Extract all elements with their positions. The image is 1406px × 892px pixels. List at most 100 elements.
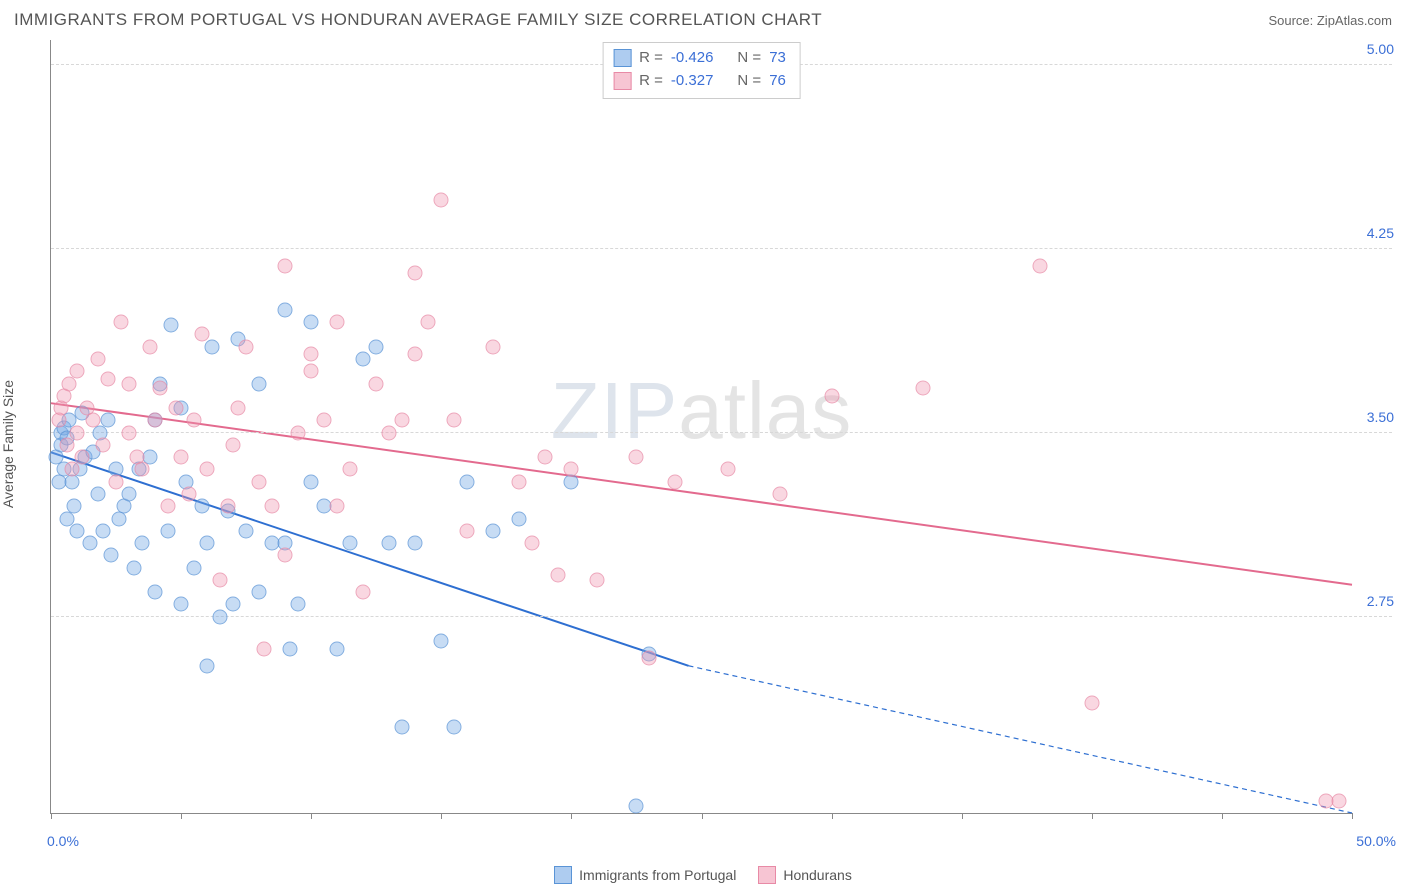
scatter-point-s1 bbox=[369, 339, 384, 354]
scatter-point-s2 bbox=[395, 413, 410, 428]
scatter-point-s1 bbox=[252, 376, 267, 391]
scatter-point-s2 bbox=[96, 437, 111, 452]
scatter-point-s1 bbox=[213, 609, 228, 624]
scatter-point-s1 bbox=[70, 523, 85, 538]
gridline bbox=[51, 616, 1392, 617]
scatter-point-s1 bbox=[304, 315, 319, 330]
x-tick bbox=[832, 813, 833, 819]
x-tick bbox=[1352, 813, 1353, 819]
x-tick bbox=[181, 813, 182, 819]
plot-region: ZIPatlas R = -0.426 N = 73 R = -0.327 N … bbox=[50, 40, 1352, 814]
scatter-point-s2 bbox=[220, 499, 235, 514]
scatter-point-s2 bbox=[257, 641, 272, 656]
source-prefix: Source: bbox=[1268, 13, 1316, 28]
legend-swatch-s2 bbox=[758, 866, 776, 884]
scatter-point-s2 bbox=[70, 364, 85, 379]
legend-label-s2: Hondurans bbox=[783, 867, 852, 883]
scatter-point-s1 bbox=[291, 597, 306, 612]
x-tick bbox=[1222, 813, 1223, 819]
scatter-point-s2 bbox=[629, 450, 644, 465]
scatter-point-s2 bbox=[772, 486, 787, 501]
scatter-point-s2 bbox=[408, 347, 423, 362]
scatter-point-s2 bbox=[512, 474, 527, 489]
scatter-point-s1 bbox=[434, 634, 449, 649]
scatter-point-s1 bbox=[278, 302, 293, 317]
scatter-point-s1 bbox=[122, 486, 137, 501]
swatch-s1 bbox=[613, 49, 631, 67]
trend-lines bbox=[51, 40, 1352, 813]
scatter-point-s1 bbox=[200, 536, 215, 551]
chart-title: IMMIGRANTS FROM PORTUGAL VS HONDURAN AVE… bbox=[14, 10, 822, 30]
scatter-point-s2 bbox=[369, 376, 384, 391]
scatter-point-s2 bbox=[252, 474, 267, 489]
scatter-point-s2 bbox=[590, 572, 605, 587]
scatter-point-s2 bbox=[135, 462, 150, 477]
scatter-point-s1 bbox=[283, 641, 298, 656]
scatter-point-s1 bbox=[486, 523, 501, 538]
scatter-point-s2 bbox=[70, 425, 85, 440]
scatter-point-s1 bbox=[343, 536, 358, 551]
scatter-point-s2 bbox=[447, 413, 462, 428]
n-label: N = bbox=[737, 47, 761, 70]
n-value-s1: 73 bbox=[769, 47, 786, 70]
gridline bbox=[51, 432, 1392, 433]
scatter-point-s1 bbox=[103, 548, 118, 563]
scatter-point-s2 bbox=[356, 585, 371, 600]
scatter-point-s2 bbox=[142, 339, 157, 354]
scatter-point-s2 bbox=[720, 462, 735, 477]
scatter-point-s2 bbox=[122, 376, 137, 391]
scatter-point-s2 bbox=[460, 523, 475, 538]
scatter-point-s1 bbox=[194, 499, 209, 514]
scatter-point-s2 bbox=[382, 425, 397, 440]
scatter-point-s2 bbox=[161, 499, 176, 514]
scatter-point-s2 bbox=[90, 352, 105, 367]
scatter-point-s2 bbox=[109, 474, 124, 489]
scatter-point-s2 bbox=[265, 499, 280, 514]
scatter-point-s2 bbox=[101, 371, 116, 386]
scatter-point-s2 bbox=[525, 536, 540, 551]
scatter-point-s2 bbox=[304, 347, 319, 362]
x-tick bbox=[962, 813, 963, 819]
y-tick-label: 2.75 bbox=[1367, 593, 1394, 609]
scatter-point-s2 bbox=[915, 381, 930, 396]
scatter-point-s2 bbox=[64, 462, 79, 477]
r-label: R = bbox=[639, 47, 663, 70]
scatter-point-s1 bbox=[205, 339, 220, 354]
scatter-point-s2 bbox=[213, 572, 228, 587]
scatter-point-s2 bbox=[278, 548, 293, 563]
y-axis-title: Average Family Size bbox=[0, 380, 16, 508]
scatter-point-s2 bbox=[564, 462, 579, 477]
scatter-point-s1 bbox=[200, 658, 215, 673]
scatter-point-s2 bbox=[486, 339, 501, 354]
scatter-point-s2 bbox=[538, 450, 553, 465]
x-tick bbox=[571, 813, 572, 819]
scatter-point-s2 bbox=[75, 450, 90, 465]
r-value-s2: -0.327 bbox=[671, 70, 714, 93]
scatter-point-s1 bbox=[395, 720, 410, 735]
scatter-point-s2 bbox=[642, 651, 657, 666]
scatter-point-s1 bbox=[127, 560, 142, 575]
scatter-point-s2 bbox=[187, 413, 202, 428]
scatter-point-s2 bbox=[239, 339, 254, 354]
scatter-point-s2 bbox=[59, 437, 74, 452]
scatter-point-s2 bbox=[278, 258, 293, 273]
source-name: ZipAtlas.com bbox=[1317, 13, 1392, 28]
stats-row-s1: R = -0.426 N = 73 bbox=[613, 47, 786, 70]
scatter-point-s2 bbox=[153, 381, 168, 396]
scatter-point-s2 bbox=[421, 315, 436, 330]
scatter-point-s1 bbox=[163, 317, 178, 332]
scatter-point-s2 bbox=[668, 474, 683, 489]
scatter-point-s2 bbox=[85, 413, 100, 428]
scatter-point-s1 bbox=[629, 798, 644, 813]
scatter-point-s1 bbox=[161, 523, 176, 538]
scatter-point-s1 bbox=[447, 720, 462, 735]
scatter-point-s2 bbox=[330, 315, 345, 330]
scatter-point-s1 bbox=[67, 499, 82, 514]
x-tick bbox=[441, 813, 442, 819]
scatter-point-s1 bbox=[460, 474, 475, 489]
scatter-point-s1 bbox=[252, 585, 267, 600]
x-tick bbox=[51, 813, 52, 819]
r-label: R = bbox=[639, 70, 663, 93]
scatter-point-s2 bbox=[551, 567, 566, 582]
scatter-point-s2 bbox=[1084, 695, 1099, 710]
